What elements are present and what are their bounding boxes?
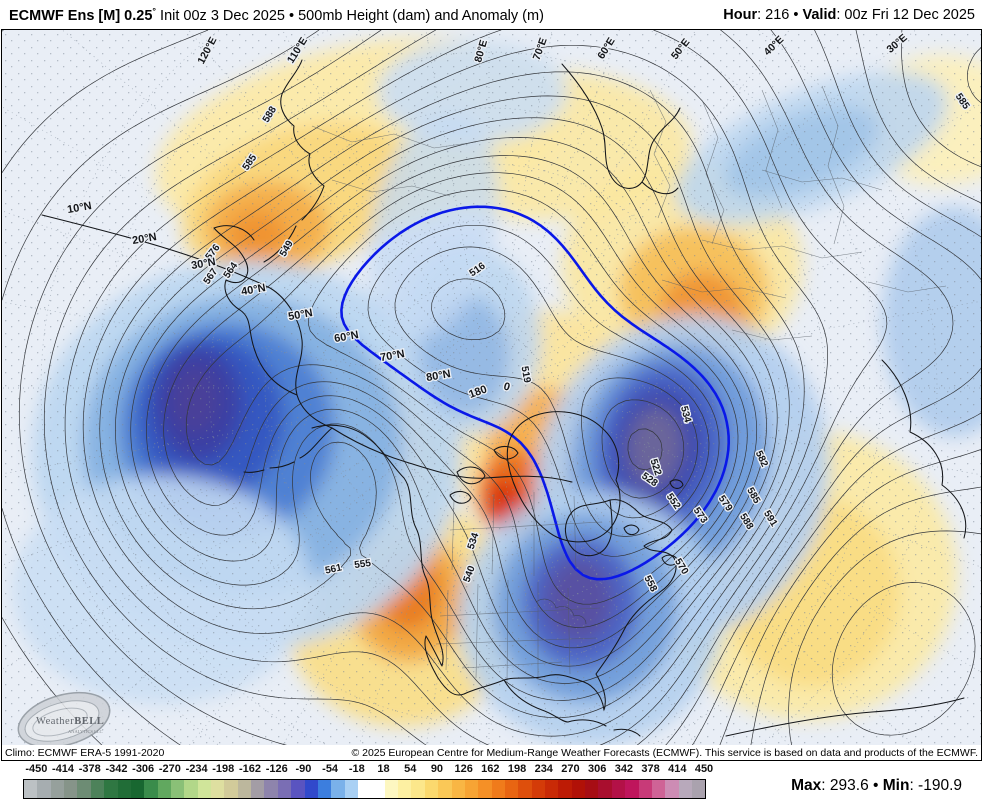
svg-text:0: 0 (502, 381, 511, 394)
colorbar-tick: 90 (430, 763, 444, 775)
valid-label: Valid (802, 6, 837, 23)
svg-text:40°N: 40°N (240, 282, 266, 298)
colorbar-tick: -306 (132, 763, 155, 775)
max-min-readout: Max: 293.6 • Min: -190.9 (791, 777, 962, 795)
colorbar-tick: 126 (454, 763, 473, 775)
header: ECMWF Ens [M] 0.25° Init 00z 3 Dec 2025 … (0, 0, 984, 29)
map-panel: 588 585 576 567 564 549 561 555 516 519 522 534 528 5… (1, 29, 982, 761)
logo-swirl-icon (17, 691, 111, 749)
colorbar-tick: -18 (348, 763, 365, 775)
svg-text:20°N: 20°N (131, 231, 157, 247)
svg-text:WeatherBELL: WeatherBELL (36, 716, 104, 727)
colorbar-tick: 414 (668, 763, 687, 775)
colorbar-tick: 270 (561, 763, 580, 775)
colorbar-tick: -234 (185, 763, 208, 775)
colorbar-tick: 450 (694, 763, 714, 775)
colorbar-tick: 198 (507, 763, 527, 775)
svg-text:561: 561 (324, 562, 343, 576)
colorbar-tick: -270 (158, 763, 181, 775)
svg-text:60°N: 60°N (333, 329, 359, 345)
svg-text:70°N: 70°N (379, 348, 405, 364)
svg-text:30°N: 30°N (190, 256, 216, 272)
max-value: : 293.6 • (821, 777, 883, 794)
weatherbell-logo: WeatherBELL ANALYTICS LLC (17, 691, 111, 749)
header-title: ECMWF Ens [M] 0.25° Init 00z 3 Dec 2025 … (9, 6, 544, 24)
min-label: Min (882, 777, 910, 794)
valid-value: : 00z Fri 12 Dec 2025 (836, 6, 975, 23)
height-contours (2, 30, 981, 760)
colorbar-tick: -414 (52, 763, 75, 775)
colorbar-tick: 162 (481, 763, 500, 775)
lakes (535, 598, 587, 625)
country-state-borders (311, 85, 947, 683)
max-label: Max (791, 777, 822, 794)
hour-value: : 216 • (757, 6, 803, 23)
model-name: ECMWF Ens [M] 0.25 (9, 7, 153, 24)
colorbar-tick: 54 (404, 763, 417, 775)
header-valid: Hour: 216 • Valid: 00z Fri 12 Dec 2025 (723, 7, 975, 23)
copyright-note: © 2025 European Centre for Medium-Range … (351, 746, 978, 759)
colorbar-zone: -450 -414 -378 -342 -306 -270 -234 -198 -162 -126… (0, 762, 984, 808)
svg-text:519: 519 (519, 365, 533, 384)
min-value: : -190.9 (909, 777, 962, 794)
highlight-contour (340, 205, 730, 581)
svg-text:10°N: 10°N (66, 200, 92, 216)
svg-text:555: 555 (354, 558, 372, 571)
colorbar-tick: 342 (614, 763, 634, 775)
colorbar-tick: 234 (534, 763, 553, 775)
svg-text:50°N: 50°N (287, 307, 313, 323)
svg-text:ANALYTICS LLC: ANALYTICS LLC (68, 729, 103, 734)
hour-label: Hour (723, 6, 758, 23)
colorbar-tick: -378 (78, 763, 101, 775)
colorbar-tick: 306 (587, 763, 607, 775)
colorbar-tick: -54 (322, 763, 339, 775)
colorbar-tick: -450 (25, 763, 48, 775)
grid-stipple (2, 30, 981, 760)
coastlines (41, 59, 967, 737)
colorbar-tick: -162 (238, 763, 262, 775)
colorbar-tick: -342 (105, 763, 128, 775)
colorbar-tick: -126 (265, 763, 288, 775)
degree-symbol: ° (152, 5, 157, 16)
colorbar-tick: -198 (212, 763, 235, 775)
colorbar (23, 779, 706, 799)
colorbar-tick: 18 (377, 763, 390, 775)
svg-text:522: 522 (648, 458, 664, 478)
colorbar-tick: -90 (295, 763, 312, 775)
svg-text:80°N: 80°N (425, 368, 451, 384)
colorbar-tick: 378 (641, 763, 660, 775)
map-footer: Climo: ECMWF ERA-5 1991-2020 © 2025 Euro… (2, 745, 981, 760)
init-and-parameter: Init 00z 3 Dec 2025 • 500mb Height (dam)… (156, 7, 544, 24)
climo-note: Climo: ECMWF ERA-5 1991-2020 (5, 746, 165, 759)
